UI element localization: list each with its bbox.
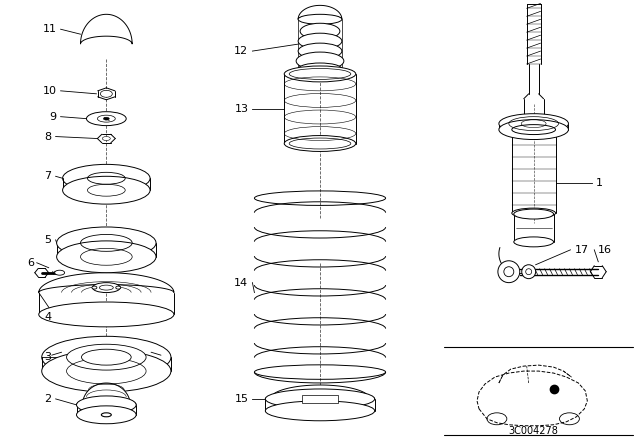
- Ellipse shape: [54, 270, 65, 275]
- Ellipse shape: [42, 350, 171, 392]
- Ellipse shape: [92, 286, 97, 289]
- Polygon shape: [39, 273, 174, 293]
- Ellipse shape: [298, 43, 342, 59]
- Polygon shape: [298, 5, 342, 19]
- Text: 6: 6: [27, 258, 34, 268]
- Text: 17: 17: [575, 245, 589, 255]
- Ellipse shape: [266, 401, 374, 421]
- Ellipse shape: [81, 349, 131, 365]
- Text: 1: 1: [596, 178, 604, 188]
- Ellipse shape: [512, 208, 556, 218]
- Ellipse shape: [42, 336, 171, 378]
- Text: 5: 5: [45, 235, 52, 245]
- Polygon shape: [81, 14, 132, 44]
- Text: 14: 14: [234, 278, 248, 288]
- Ellipse shape: [296, 52, 344, 70]
- Ellipse shape: [499, 114, 568, 134]
- Ellipse shape: [57, 227, 156, 259]
- Ellipse shape: [116, 286, 121, 289]
- Text: 10: 10: [43, 86, 57, 96]
- Polygon shape: [302, 395, 338, 403]
- Ellipse shape: [284, 66, 356, 82]
- Text: 15: 15: [234, 394, 248, 404]
- Ellipse shape: [63, 164, 150, 192]
- Text: 8: 8: [45, 132, 52, 142]
- Ellipse shape: [103, 117, 109, 120]
- Ellipse shape: [499, 120, 568, 139]
- Ellipse shape: [298, 14, 342, 24]
- Ellipse shape: [77, 396, 136, 414]
- Ellipse shape: [514, 209, 554, 219]
- Text: 13: 13: [234, 104, 248, 114]
- Ellipse shape: [77, 406, 136, 424]
- Text: 12: 12: [234, 46, 248, 56]
- Ellipse shape: [100, 90, 112, 97]
- Text: 9: 9: [49, 112, 57, 122]
- Ellipse shape: [514, 237, 554, 247]
- Ellipse shape: [300, 23, 340, 39]
- Ellipse shape: [266, 389, 374, 409]
- Polygon shape: [266, 385, 374, 399]
- Text: 3C004278: 3C004278: [509, 426, 559, 436]
- Ellipse shape: [522, 265, 536, 279]
- Ellipse shape: [86, 112, 126, 125]
- Polygon shape: [77, 383, 136, 405]
- Text: 16: 16: [598, 245, 612, 255]
- Ellipse shape: [101, 413, 111, 417]
- Ellipse shape: [39, 302, 174, 327]
- Ellipse shape: [512, 125, 556, 134]
- Text: 11: 11: [43, 24, 57, 34]
- Text: 2: 2: [45, 394, 52, 404]
- Text: 3: 3: [45, 352, 52, 362]
- Ellipse shape: [67, 344, 146, 370]
- Ellipse shape: [298, 33, 342, 49]
- Ellipse shape: [498, 261, 520, 283]
- Text: 7: 7: [45, 171, 52, 181]
- Ellipse shape: [102, 137, 110, 141]
- Ellipse shape: [284, 136, 356, 151]
- Text: 4: 4: [45, 312, 52, 323]
- Ellipse shape: [92, 283, 120, 293]
- Ellipse shape: [57, 241, 156, 273]
- Ellipse shape: [63, 177, 150, 204]
- Ellipse shape: [298, 63, 342, 75]
